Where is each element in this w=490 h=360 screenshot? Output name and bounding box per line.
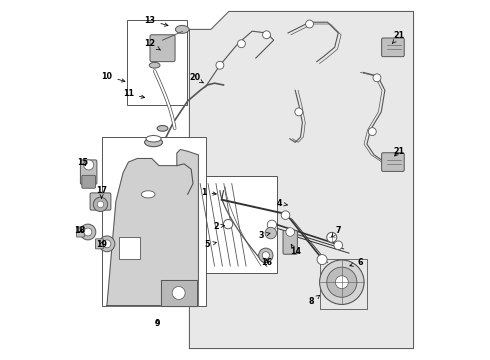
Text: 14: 14	[290, 244, 301, 256]
Circle shape	[99, 236, 115, 252]
Circle shape	[334, 241, 343, 249]
Circle shape	[265, 227, 276, 239]
Circle shape	[80, 224, 96, 240]
Text: 11: 11	[123, 89, 145, 98]
FancyBboxPatch shape	[76, 227, 84, 237]
Text: 9: 9	[154, 319, 160, 328]
Text: 2: 2	[214, 222, 225, 231]
Ellipse shape	[146, 135, 161, 142]
FancyBboxPatch shape	[150, 35, 175, 62]
Text: 21: 21	[392, 31, 405, 43]
Circle shape	[327, 267, 357, 297]
FancyBboxPatch shape	[80, 160, 97, 184]
Polygon shape	[190, 12, 414, 348]
FancyBboxPatch shape	[382, 153, 404, 171]
Text: 10: 10	[101, 72, 125, 82]
Text: 15: 15	[77, 158, 88, 167]
Ellipse shape	[145, 138, 163, 147]
Circle shape	[84, 160, 94, 170]
FancyBboxPatch shape	[90, 193, 111, 210]
Circle shape	[223, 220, 233, 229]
Circle shape	[317, 255, 327, 265]
Polygon shape	[107, 149, 198, 306]
Text: 7: 7	[332, 226, 341, 237]
Text: 13: 13	[145, 16, 168, 26]
Circle shape	[103, 240, 111, 248]
Circle shape	[84, 228, 92, 236]
Text: 8: 8	[309, 295, 319, 306]
Circle shape	[286, 228, 294, 236]
Circle shape	[93, 197, 108, 212]
Text: 19: 19	[96, 240, 107, 249]
Circle shape	[238, 40, 245, 48]
Ellipse shape	[175, 26, 189, 33]
Ellipse shape	[149, 62, 160, 68]
Circle shape	[319, 260, 364, 305]
Circle shape	[259, 248, 273, 262]
Ellipse shape	[157, 126, 168, 131]
FancyBboxPatch shape	[283, 230, 297, 254]
Text: 1: 1	[201, 188, 216, 197]
Polygon shape	[161, 280, 196, 306]
FancyBboxPatch shape	[382, 38, 404, 57]
FancyBboxPatch shape	[82, 175, 96, 188]
Text: 3: 3	[258, 231, 270, 240]
Text: 6: 6	[350, 258, 363, 267]
Circle shape	[368, 128, 376, 135]
Circle shape	[267, 220, 276, 229]
Circle shape	[281, 211, 290, 220]
Text: 20: 20	[189, 73, 203, 83]
Circle shape	[335, 276, 348, 289]
Text: 21: 21	[393, 147, 405, 156]
Ellipse shape	[141, 191, 155, 198]
Circle shape	[373, 74, 381, 82]
Text: 5: 5	[205, 240, 217, 249]
Bar	[193, 176, 277, 273]
Text: 18: 18	[74, 226, 85, 235]
Text: 16: 16	[261, 258, 272, 267]
Circle shape	[263, 31, 270, 39]
Circle shape	[295, 108, 303, 116]
Circle shape	[306, 20, 314, 28]
Bar	[119, 237, 140, 259]
Circle shape	[97, 201, 104, 208]
Text: 12: 12	[145, 39, 161, 50]
Circle shape	[216, 61, 224, 69]
Circle shape	[172, 287, 185, 300]
Bar	[101, 137, 205, 306]
Text: 17: 17	[96, 186, 107, 198]
FancyBboxPatch shape	[96, 239, 103, 249]
Circle shape	[327, 232, 337, 242]
Bar	[127, 21, 187, 105]
Circle shape	[262, 252, 270, 259]
Text: 4: 4	[276, 199, 288, 208]
